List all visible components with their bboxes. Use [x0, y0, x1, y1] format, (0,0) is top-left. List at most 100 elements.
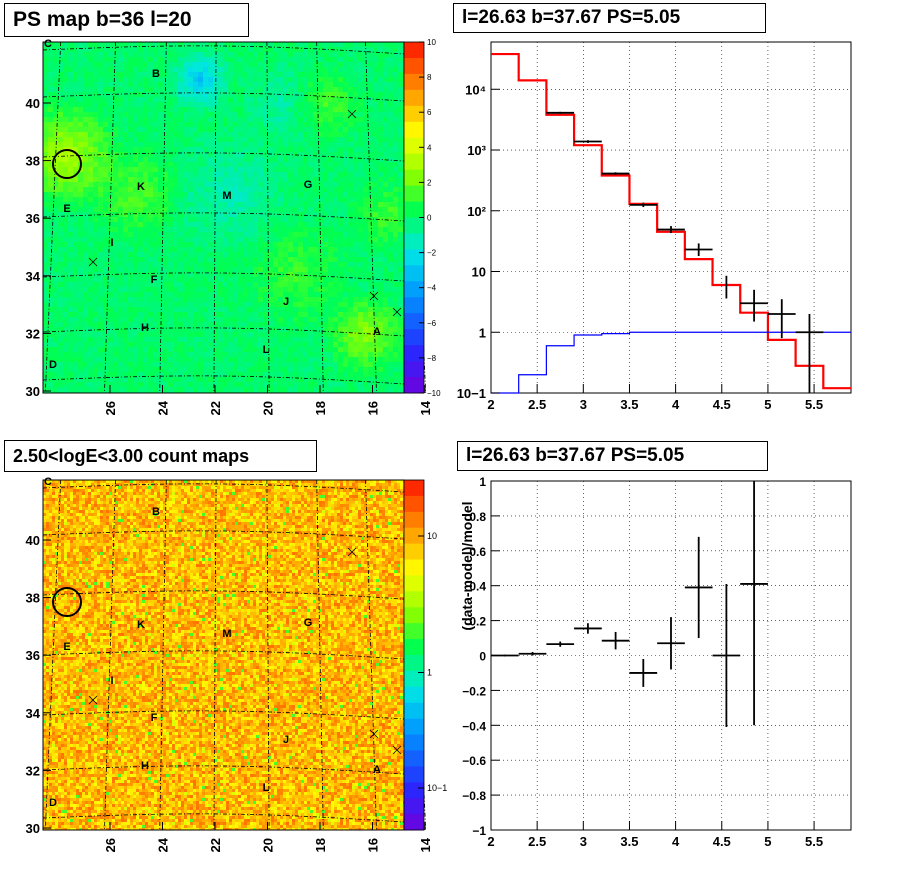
heatmap-cell	[393, 92, 398, 97]
heatmap-cell	[218, 122, 223, 127]
heatmap-cell	[383, 82, 388, 87]
heatmap-cell	[308, 187, 313, 192]
heatmap-cell	[333, 177, 338, 182]
heatmap-cell	[218, 47, 223, 52]
heatmap-cell	[218, 257, 223, 262]
heatmap-cell	[138, 297, 143, 302]
heatmap-cell	[83, 182, 88, 187]
heatmap-cell	[253, 207, 258, 212]
heatmap-cell	[283, 107, 288, 112]
heatmap-cell	[238, 242, 243, 247]
heatmap-cell	[248, 52, 253, 57]
heatmap-cell	[383, 42, 388, 47]
heatmap-cell	[328, 82, 333, 87]
heatmap-cell	[103, 272, 108, 277]
heatmap-cell	[323, 52, 328, 57]
heatmap-cell	[73, 242, 78, 247]
heatmap-cell	[348, 112, 353, 117]
heatmap-cell	[333, 202, 338, 207]
heatmap-cell	[93, 362, 98, 367]
heatmap-cell	[123, 127, 128, 132]
heatmap-cell	[323, 112, 328, 117]
heatmap-cell	[398, 67, 403, 72]
heatmap-cell	[388, 197, 393, 202]
heatmap-cell	[373, 272, 378, 277]
heatmap-cell	[393, 77, 398, 82]
heatmap-cell	[108, 82, 113, 87]
heatmap-cell	[208, 197, 213, 202]
heatmap-cell	[258, 297, 263, 302]
heatmap-cell	[68, 287, 73, 292]
heatmap-cell	[283, 57, 288, 62]
heatmap-cell	[193, 147, 198, 152]
heatmap-cell	[198, 152, 203, 157]
heatmap-cell	[168, 137, 173, 142]
heatmap-cell	[343, 212, 348, 217]
heatmap-cell	[263, 267, 268, 272]
heatmap-cell	[108, 272, 113, 277]
heatmap-cell	[213, 297, 218, 302]
heatmap-cell	[328, 287, 333, 292]
heatmap-cell	[143, 292, 148, 297]
heatmap-cell	[133, 222, 138, 227]
heatmap-cell	[208, 282, 213, 287]
heatmap-cell	[223, 167, 228, 172]
heatmap-cell	[173, 377, 178, 382]
heatmap-cell	[68, 297, 73, 302]
heatmap-cell	[243, 97, 248, 102]
heatmap-cell	[88, 157, 93, 162]
heatmap-cell	[143, 282, 148, 287]
heatmap-cell	[268, 212, 273, 217]
heatmap-cell	[88, 277, 93, 282]
heatmap-cell	[128, 282, 133, 287]
heatmap-cell	[53, 232, 58, 237]
heatmap-cell	[58, 377, 63, 382]
heatmap-cell	[253, 72, 258, 77]
heatmap-cells	[43, 42, 404, 393]
heatmap-cell	[63, 67, 68, 72]
heatmap-cell	[203, 157, 208, 162]
heatmap-cell	[248, 237, 253, 242]
heatmap-cell	[203, 97, 208, 102]
heatmap-cell	[393, 367, 398, 372]
heatmap-cell	[373, 137, 378, 142]
heatmap-cell	[53, 122, 58, 127]
heatmap-cell	[83, 42, 88, 47]
heatmap-cell	[53, 172, 58, 177]
heatmap-cell	[208, 137, 213, 142]
heatmap-cell	[303, 82, 308, 87]
heatmap-cell	[118, 377, 123, 382]
heatmap-cell	[248, 132, 253, 137]
heatmap-cell	[353, 117, 358, 122]
heatmap-cell	[298, 82, 303, 87]
heatmap-cell	[398, 167, 403, 172]
heatmap-cell	[288, 342, 293, 347]
heatmap-cell	[218, 222, 223, 227]
heatmap-cell	[138, 147, 143, 152]
heatmap-cell	[253, 122, 258, 127]
heatmap-cell	[268, 57, 273, 62]
heatmap-cell	[178, 172, 183, 177]
heatmap-cell	[298, 102, 303, 107]
heatmap-cell	[248, 147, 253, 152]
heatmap-cell	[118, 187, 123, 192]
heatmap-cell	[398, 137, 403, 142]
heatmap-cell	[78, 97, 83, 102]
heatmap-cell	[123, 257, 128, 262]
heatmap-cell	[398, 227, 403, 232]
heatmap-cell	[278, 217, 283, 222]
heatmap-cell	[93, 157, 98, 162]
heatmap-cell	[283, 342, 288, 347]
heatmap-cell	[298, 67, 303, 72]
heatmap-cell	[243, 222, 248, 227]
heatmap-cell	[248, 227, 253, 232]
heatmap-cell	[163, 277, 168, 282]
heatmap-cell	[198, 147, 203, 152]
heatmap-cell	[298, 307, 303, 312]
heatmap-cell	[358, 52, 363, 57]
heatmap-cell	[228, 272, 233, 277]
heatmap-cell	[58, 252, 63, 257]
heatmap-cell	[48, 182, 53, 187]
heatmap-cell	[223, 47, 228, 52]
heatmap-cell	[293, 77, 298, 82]
